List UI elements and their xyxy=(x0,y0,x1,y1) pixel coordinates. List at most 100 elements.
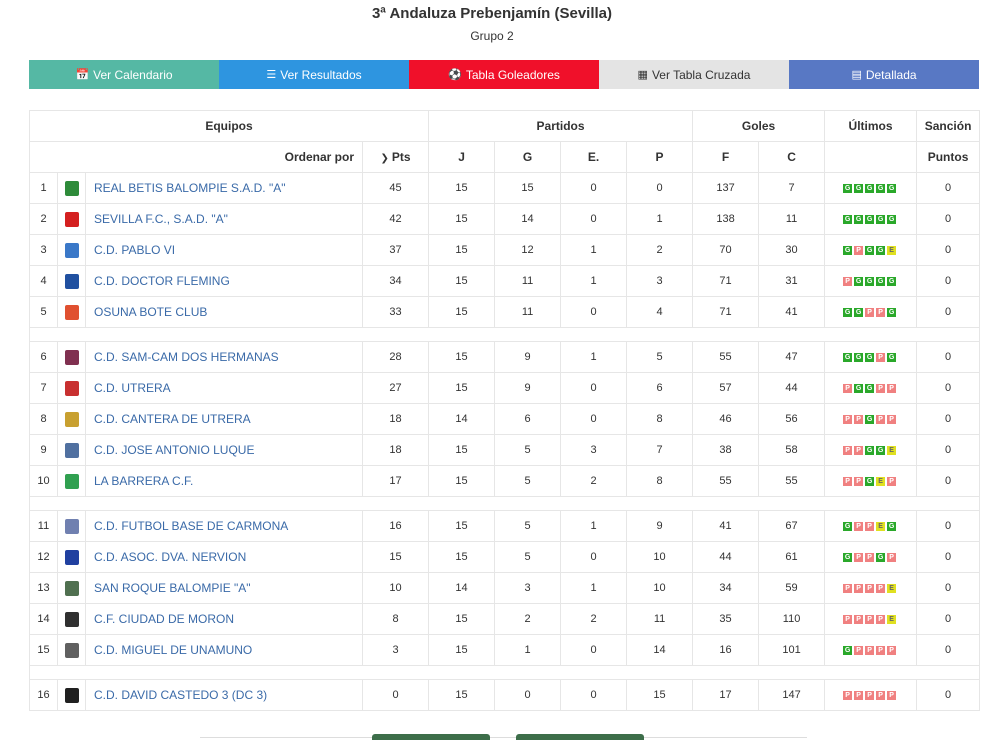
team-crest xyxy=(57,203,86,235)
c-header[interactable]: C xyxy=(758,141,826,173)
team-crest xyxy=(57,372,86,404)
team-name-link[interactable]: C.F. CIUDAD DE MORON xyxy=(85,603,363,635)
team-crest-icon xyxy=(64,473,79,489)
result-badge: G xyxy=(843,553,853,563)
footer-button-left[interactable] xyxy=(372,734,490,740)
j-header[interactable]: J xyxy=(428,141,496,173)
goals-against-cell: 41 xyxy=(758,296,826,328)
goals-against-cell: 30 xyxy=(758,234,826,266)
separator-cell xyxy=(28,496,981,511)
points-cell: 28 xyxy=(361,341,430,373)
played-cell: 15 xyxy=(428,434,496,466)
drawn-cell: 0 xyxy=(560,541,628,573)
puntos-header: Puntos xyxy=(916,141,981,173)
result-badge: P xyxy=(854,691,864,701)
position-cell: 14 xyxy=(29,603,58,635)
table-row: 2 SEVILLA F.C., S.A.D. "A" 42 15 14 0 1 138 11 G G… xyxy=(29,203,981,235)
ver-calendario-button[interactable]: 📅 Ver Calendario xyxy=(29,60,219,89)
position-cell: 15 xyxy=(29,634,58,666)
team-name-link[interactable]: OSUNA BOTE CLUB xyxy=(85,296,363,328)
result-badge: E xyxy=(887,584,897,594)
played-cell: 15 xyxy=(428,172,496,204)
drawn-cell: 1 xyxy=(560,234,628,266)
team-name-link[interactable]: C.D. MIGUEL DE UNAMUNO xyxy=(85,634,363,666)
goals-against-cell: 147 xyxy=(758,679,826,711)
team-name-link[interactable]: SAN ROQUE BALOMPIE "A" xyxy=(85,572,363,604)
table-row: 14 C.F. CIUDAD DE MORON 8 15 2 2 11 35 110 P P P P E 0 xyxy=(29,603,981,635)
team-name-link[interactable]: C.D. SAM-CAM DOS HERMANAS xyxy=(85,341,363,373)
table-row: 16 C.D. DAVID CASTEDO 3 (DC 3) 0 15 0 0 15 17 14… xyxy=(29,679,981,711)
result-badge: P xyxy=(876,646,886,656)
team-crest xyxy=(57,603,86,635)
team-name-link[interactable]: C.D. JOSE ANTONIO LUQUE xyxy=(85,434,363,466)
team-name-link[interactable]: C.D. DOCTOR FLEMING xyxy=(85,265,363,297)
goals-against-cell: 58 xyxy=(758,434,826,466)
result-badge: E xyxy=(887,446,897,456)
team-name-link[interactable]: C.D. ASOC. DVA. NERVION xyxy=(85,541,363,573)
goals-for-cell: 17 xyxy=(692,679,760,711)
played-cell: 15 xyxy=(428,679,496,711)
drawn-cell: 0 xyxy=(560,203,628,235)
result-badge: P xyxy=(843,584,853,594)
result-badge: P xyxy=(843,415,853,425)
soccer-ball-icon: ⚽ xyxy=(448,69,462,81)
footer-button-right[interactable] xyxy=(516,734,644,740)
points-cell: 15 xyxy=(361,541,430,573)
points-cell: 8 xyxy=(361,603,430,635)
result-badge: G xyxy=(865,477,875,487)
played-cell: 15 xyxy=(428,510,496,542)
team-name-link[interactable]: C.D. PABLO VI xyxy=(85,234,363,266)
result-badge: P xyxy=(843,691,853,701)
chevron-down-icon: ❯ xyxy=(380,153,389,164)
result-badge: G xyxy=(865,415,875,425)
team-name-link[interactable]: C.D. UTRERA xyxy=(85,372,363,404)
sort-by-pts-header[interactable]: ❯ Pts xyxy=(361,141,430,173)
group-separator xyxy=(28,327,981,342)
result-badge: G xyxy=(843,646,853,656)
lost-cell: 2 xyxy=(626,234,694,266)
lost-cell: 1 xyxy=(626,203,694,235)
calendar-icon: 📅 xyxy=(75,69,90,81)
result-badge: G xyxy=(887,184,897,194)
goals-against-cell: 11 xyxy=(758,203,826,235)
played-cell: 15 xyxy=(428,465,496,497)
e-header[interactable]: E. xyxy=(560,141,628,173)
table-icon: ▤ xyxy=(851,69,862,81)
team-crest-icon xyxy=(64,380,79,396)
won-cell: 14 xyxy=(494,203,562,235)
result-badge: P xyxy=(876,415,886,425)
team-name-link[interactable]: C.D. DAVID CASTEDO 3 (DC 3) xyxy=(85,679,363,711)
result-badge: G xyxy=(843,522,853,532)
g-header[interactable]: G xyxy=(494,141,562,173)
ver-calendario-label: Ver Calendario xyxy=(93,67,173,82)
played-cell: 15 xyxy=(428,541,496,573)
p-header[interactable]: P xyxy=(626,141,694,173)
separator-cell xyxy=(28,327,981,342)
points-cell: 42 xyxy=(361,203,430,235)
points-cell: 18 xyxy=(361,434,430,466)
lost-cell: 9 xyxy=(626,510,694,542)
result-badge: E xyxy=(876,522,886,532)
tabla-goleadores-button[interactable]: ⚽ Tabla Goleadores xyxy=(409,60,599,89)
result-badge: P xyxy=(854,553,864,563)
position-cell: 1 xyxy=(29,172,58,204)
won-cell: 5 xyxy=(494,541,562,573)
page-title: 3ª Andaluza Prebenjamín (Sevilla) xyxy=(371,5,613,22)
ver-tabla-cruzada-button[interactable]: ▦ Ver Tabla Cruzada xyxy=(599,60,789,89)
team-crest-icon xyxy=(64,611,79,627)
detallada-button[interactable]: ▤ Detallada xyxy=(789,60,979,89)
ver-resultados-button[interactable]: ☰ Ver Resultados xyxy=(219,60,409,89)
team-name-link[interactable]: C.D. CANTERA DE UTRERA xyxy=(85,403,363,435)
team-crest-icon xyxy=(64,687,79,703)
team-name-link[interactable]: C.D. FUTBOL BASE DE CARMONA xyxy=(85,510,363,542)
goals-for-cell: 16 xyxy=(692,634,760,666)
f-header[interactable]: F xyxy=(692,141,760,173)
goles-group-header: Goles xyxy=(692,110,826,142)
team-name-link[interactable]: LA BARRERA C.F. xyxy=(85,465,363,497)
team-name-link[interactable]: SEVILLA F.C., S.A.D. "A" xyxy=(85,203,363,235)
team-name-link[interactable]: REAL BETIS BALOMPIE S.A.D. "A" xyxy=(85,172,363,204)
